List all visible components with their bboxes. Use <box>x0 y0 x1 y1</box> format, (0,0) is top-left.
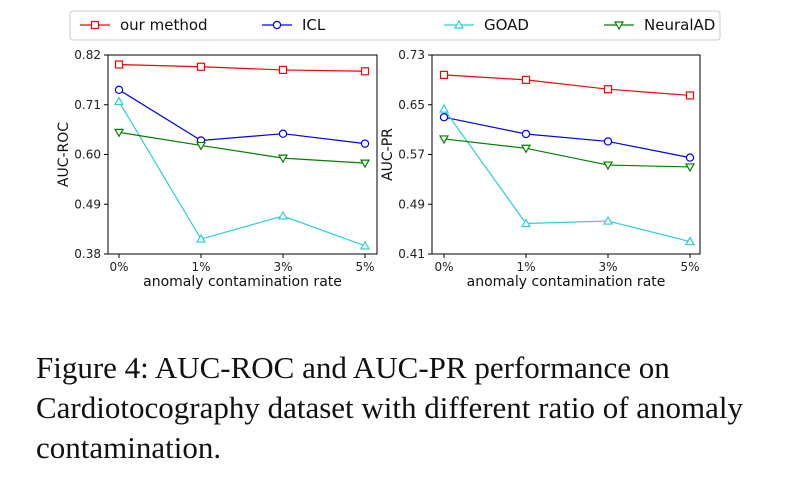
legend-marker-icon <box>453 19 465 29</box>
legend: our method ICL GOAD NeuralAD <box>69 10 721 41</box>
data-point <box>520 218 532 228</box>
y-tick-label: 0.38 <box>74 247 101 261</box>
data-point <box>684 236 696 246</box>
y-tick-label: 0.65 <box>398 98 425 112</box>
y-tick-label: 0.73 <box>398 48 425 62</box>
series-line <box>118 131 366 164</box>
data-point <box>114 85 124 95</box>
data-point <box>195 141 207 151</box>
x-tick-label: 5% <box>355 260 374 274</box>
y-axis-label: AUC-PR <box>380 128 396 181</box>
data-point <box>113 96 125 106</box>
data-point <box>114 60 124 69</box>
data-point <box>521 75 531 84</box>
plot-frame <box>107 54 378 255</box>
series-goad <box>113 96 371 250</box>
y-tick-label: 0.82 <box>74 48 101 62</box>
data-point <box>685 153 695 162</box>
legend-label: NeuralAD <box>644 16 715 34</box>
data-point <box>278 65 288 75</box>
data-point <box>603 137 613 146</box>
x-axis-label: anomaly contamination rate <box>467 274 666 290</box>
series-line <box>443 116 691 159</box>
data-point <box>603 85 613 94</box>
y-axis-label: AUC-ROC <box>56 122 72 187</box>
legend-entry-neuralad: NeuralAD <box>604 16 715 34</box>
data-point <box>602 161 614 171</box>
data-point <box>278 129 288 138</box>
series-neuralad <box>113 128 371 169</box>
y-tick-label: 0.49 <box>398 197 425 211</box>
series-goad <box>438 103 696 246</box>
x-tick-label: 1% <box>516 260 535 274</box>
data-point <box>439 70 449 80</box>
y-tick-label: 0.49 <box>74 197 101 211</box>
data-point <box>196 62 206 71</box>
data-point <box>359 240 371 250</box>
legend-marker-icon <box>613 21 625 31</box>
y-tick-label: 0.60 <box>74 148 101 162</box>
y-tick-label: 0.57 <box>398 148 425 162</box>
legend-marker-icon <box>272 20 282 30</box>
data-point <box>113 128 125 138</box>
data-point <box>360 67 370 76</box>
x-axis-label: anomaly contamination rate <box>143 274 342 290</box>
series-icl <box>439 112 695 162</box>
figure-caption: Figure 4: AUC-ROC and AUC-PR performance… <box>36 350 744 465</box>
legend-entry-goad: GOAD <box>444 16 529 34</box>
data-point <box>685 91 695 100</box>
data-point <box>360 139 370 148</box>
data-point <box>520 144 532 154</box>
series-line <box>118 63 366 72</box>
data-point <box>438 135 450 145</box>
legend-label: our method <box>120 16 208 34</box>
data-point <box>438 103 450 113</box>
x-tick-label: 0% <box>109 260 128 274</box>
data-point <box>439 112 449 122</box>
legend-box <box>69 10 721 41</box>
chart-panel-auc-roc: 0.38 0.49 0.60 0.71 0.82 0% 1% 3% 5% anomaly cont… <box>56 48 378 290</box>
legend-label: GOAD <box>484 16 529 34</box>
x-tick-label: 3% <box>598 260 617 274</box>
series-neuralad <box>438 135 696 173</box>
series-line <box>443 108 691 243</box>
y-tick-label: 0.71 <box>74 98 101 112</box>
data-point <box>521 129 531 139</box>
data-point <box>602 215 614 225</box>
series-our-method <box>114 60 370 76</box>
series-line <box>118 89 366 145</box>
series-line <box>443 74 691 97</box>
legend-label: ICL <box>302 16 326 34</box>
legend-entry-icl: ICL <box>262 16 326 34</box>
x-tick-label: 0% <box>434 260 453 274</box>
x-tick-label: 3% <box>273 260 292 274</box>
data-point <box>195 233 207 243</box>
legend-entry-our-method: our method <box>80 16 208 34</box>
series-line <box>443 138 691 168</box>
data-point <box>277 210 289 220</box>
series-our-method <box>439 70 695 100</box>
y-tick-label: 0.41 <box>398 247 425 261</box>
chart-panel-auc-pr: 0.41 0.49 0.57 0.65 0.73 0% 1% 3% 5% anomaly cont… <box>380 48 701 290</box>
legend-marker-icon <box>90 20 100 30</box>
data-point <box>359 159 371 169</box>
x-tick-label: 5% <box>680 260 699 274</box>
x-tick-label: 1% <box>191 260 210 274</box>
data-point <box>684 163 696 173</box>
data-point <box>277 154 289 164</box>
series-line <box>118 101 366 247</box>
